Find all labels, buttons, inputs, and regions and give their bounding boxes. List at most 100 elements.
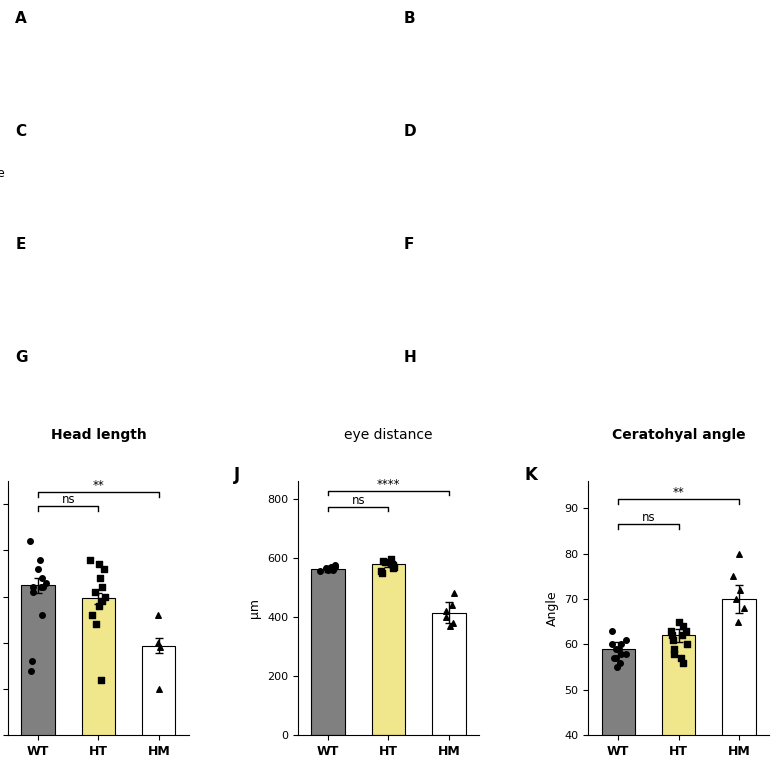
Point: [329, 561, 341, 573]
Text: ns: ns: [351, 493, 365, 506]
Point: [94, 572, 106, 584]
Point: [733, 548, 745, 560]
Point: [668, 643, 681, 655]
Point: [99, 591, 112, 603]
Bar: [432, 613, 465, 735]
Point: [154, 641, 166, 653]
Text: B: B: [403, 11, 415, 26]
Point: [385, 553, 397, 565]
Text: Heterozygote: Heterozygote: [0, 167, 5, 180]
Point: [615, 638, 627, 650]
Text: ns: ns: [61, 493, 75, 506]
Point: [668, 647, 681, 660]
Point: [675, 630, 688, 642]
Point: [444, 620, 456, 632]
Point: [96, 595, 108, 607]
Point: [320, 562, 333, 574]
Point: [680, 625, 692, 637]
Point: [89, 586, 101, 598]
Text: F: F: [403, 237, 414, 252]
Text: G: G: [16, 349, 28, 365]
Text: **: **: [673, 486, 685, 499]
Point: [606, 625, 618, 637]
Title: eye distance: eye distance: [344, 428, 433, 442]
Text: ns: ns: [642, 511, 655, 524]
Point: [153, 683, 166, 696]
Point: [327, 564, 340, 576]
Bar: [601, 649, 635, 766]
Text: H: H: [403, 349, 416, 365]
Point: [25, 664, 37, 676]
Point: [386, 558, 399, 570]
Bar: [662, 636, 695, 766]
Point: [376, 567, 388, 579]
Point: [609, 643, 622, 655]
Point: [737, 602, 750, 614]
Point: [681, 638, 693, 650]
Point: [733, 584, 746, 596]
Bar: [82, 598, 115, 766]
Point: [92, 558, 105, 571]
Point: [84, 554, 96, 566]
Point: [615, 647, 627, 660]
Point: [446, 599, 458, 611]
Bar: [22, 585, 54, 766]
Point: [32, 563, 44, 575]
Y-axis label: Angle: Angle: [545, 591, 559, 626]
Point: [448, 588, 461, 600]
Text: A: A: [16, 11, 27, 26]
Point: [447, 617, 459, 629]
Point: [667, 633, 680, 646]
Text: E: E: [16, 237, 26, 252]
Point: [676, 656, 688, 669]
Bar: [723, 599, 755, 766]
Text: K: K: [524, 466, 538, 483]
Point: [613, 643, 625, 655]
Point: [322, 564, 335, 576]
Point: [27, 586, 40, 598]
Point: [325, 561, 337, 573]
Point: [93, 600, 106, 612]
Point: [387, 562, 399, 574]
Point: [329, 559, 341, 571]
Point: [727, 570, 740, 582]
Point: [378, 556, 391, 568]
Point: [664, 625, 677, 637]
Point: [613, 656, 625, 669]
Point: [387, 559, 399, 571]
Point: [90, 618, 103, 630]
Text: C: C: [16, 124, 26, 139]
Text: **: **: [92, 479, 104, 492]
Point: [611, 661, 623, 673]
Point: [606, 638, 618, 650]
Point: [26, 655, 39, 667]
Point: [730, 593, 743, 605]
Point: [96, 581, 108, 594]
Point: [674, 652, 687, 664]
Point: [34, 554, 47, 566]
Point: [440, 605, 452, 617]
Point: [314, 565, 326, 578]
Point: [26, 581, 39, 594]
Point: [40, 577, 52, 589]
Point: [620, 633, 632, 646]
Point: [97, 563, 110, 575]
Bar: [142, 646, 176, 766]
Point: [731, 616, 744, 628]
Point: [95, 674, 107, 686]
Point: [375, 565, 387, 578]
Point: [323, 562, 336, 574]
Point: [152, 609, 165, 621]
Point: [86, 609, 99, 621]
Point: [388, 561, 401, 573]
Point: [377, 555, 389, 567]
Point: [37, 581, 49, 594]
Title: Ceratohyal angle: Ceratohyal angle: [611, 428, 745, 442]
Point: [35, 581, 47, 594]
Point: [37, 609, 49, 621]
Point: [610, 652, 622, 664]
Y-axis label: μm: μm: [249, 598, 261, 618]
Point: [23, 535, 36, 547]
Point: [620, 647, 632, 660]
Text: ****: ****: [377, 477, 400, 490]
